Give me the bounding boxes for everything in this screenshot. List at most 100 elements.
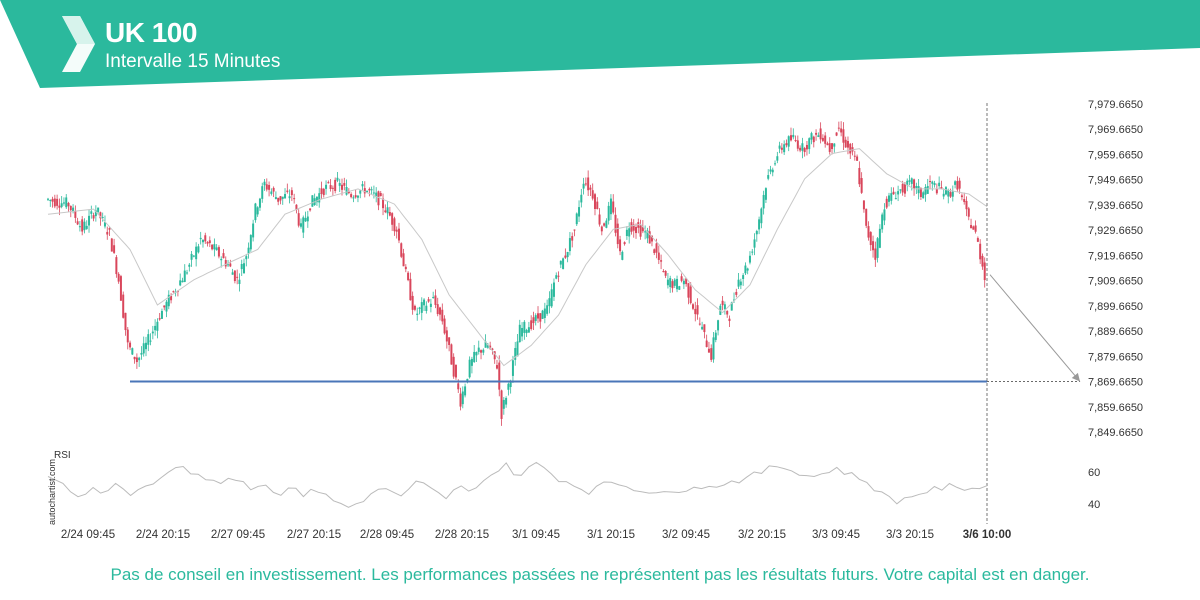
time-tick-label: 2/27 20:15 bbox=[287, 529, 341, 541]
candle-body bbox=[336, 177, 339, 181]
rsi-line bbox=[47, 461, 988, 508]
candle-body bbox=[151, 331, 154, 334]
candle-body bbox=[498, 362, 501, 390]
candle-body bbox=[461, 391, 464, 405]
candle-body bbox=[72, 207, 75, 212]
candle-body bbox=[101, 217, 104, 219]
candle-body bbox=[890, 193, 893, 201]
candle-body bbox=[272, 187, 275, 192]
candle-body bbox=[584, 183, 587, 185]
candle-body bbox=[83, 221, 86, 231]
candle-body bbox=[145, 342, 148, 350]
candle-body bbox=[849, 143, 852, 154]
candle-body bbox=[270, 191, 273, 194]
candle-body bbox=[744, 265, 747, 274]
candle-body bbox=[85, 225, 88, 229]
candle-body bbox=[614, 214, 617, 233]
candle-body bbox=[409, 278, 412, 301]
candle-body bbox=[331, 187, 334, 189]
candle-body bbox=[368, 188, 371, 191]
candle-body bbox=[397, 228, 400, 241]
candle-body bbox=[903, 184, 906, 194]
candle-body bbox=[619, 239, 622, 252]
candle-body bbox=[427, 299, 430, 302]
candle-body bbox=[776, 156, 779, 161]
rsi-tick-label: 60 bbox=[1088, 467, 1100, 479]
candle-body bbox=[894, 198, 897, 200]
candle-body bbox=[917, 186, 920, 194]
candle-body bbox=[309, 208, 312, 211]
candle-body bbox=[555, 275, 558, 279]
candle-body bbox=[974, 225, 977, 232]
candle-body bbox=[858, 167, 861, 185]
candle-body bbox=[466, 378, 469, 382]
candle-body bbox=[801, 143, 804, 151]
watermark-text: autochartist.com bbox=[47, 459, 57, 525]
candle-body bbox=[514, 348, 517, 360]
candle-body bbox=[425, 305, 428, 311]
candle-body bbox=[792, 134, 795, 138]
candle-body bbox=[603, 223, 606, 226]
candle-body bbox=[844, 139, 847, 148]
candle-body bbox=[566, 251, 569, 258]
price-tick-label: 7,979.6650 bbox=[1088, 99, 1143, 111]
candle-body bbox=[774, 163, 777, 165]
candle-body bbox=[115, 257, 118, 275]
candle-body bbox=[548, 298, 551, 307]
candle-body bbox=[281, 196, 284, 199]
candle-body bbox=[231, 272, 234, 275]
candle-body bbox=[197, 246, 200, 253]
candle-body bbox=[678, 286, 681, 290]
candle-body bbox=[88, 215, 91, 226]
candle-body bbox=[721, 300, 724, 306]
candle-body bbox=[867, 226, 870, 238]
candle-body bbox=[965, 200, 968, 210]
price-tick-label: 7,929.6650 bbox=[1088, 225, 1143, 237]
price-tick-label: 7,949.6650 bbox=[1088, 175, 1143, 187]
candle-body bbox=[623, 242, 626, 245]
candle-body bbox=[885, 198, 888, 208]
candle-body bbox=[899, 189, 902, 191]
candle-body bbox=[979, 243, 982, 260]
candle-body bbox=[60, 203, 63, 207]
candle-body bbox=[778, 145, 781, 149]
candle-body bbox=[605, 220, 608, 228]
candle-body bbox=[432, 296, 435, 298]
candle-body bbox=[361, 184, 364, 187]
candle-body bbox=[730, 302, 733, 311]
candle-body bbox=[910, 178, 913, 184]
candle-body bbox=[589, 187, 592, 190]
candle-body bbox=[687, 283, 690, 298]
candle-body bbox=[484, 341, 487, 348]
candle-body bbox=[359, 190, 362, 194]
candle-body bbox=[673, 279, 676, 286]
candle-body bbox=[227, 264, 230, 266]
candle-body bbox=[206, 242, 209, 244]
candle-body bbox=[913, 179, 916, 190]
candle-body bbox=[179, 280, 182, 286]
price-tick-label: 7,869.6650 bbox=[1088, 377, 1143, 389]
price-tick-label: 7,959.6650 bbox=[1088, 149, 1143, 161]
candle-body bbox=[783, 144, 786, 153]
candle-body bbox=[290, 190, 293, 196]
candle-body bbox=[347, 191, 350, 194]
candles-layer bbox=[47, 121, 986, 426]
candle-body bbox=[370, 189, 373, 191]
candle-body bbox=[375, 192, 378, 197]
candle-body bbox=[418, 307, 421, 309]
candle-body bbox=[284, 193, 287, 199]
candle-body bbox=[277, 197, 280, 202]
candle-body bbox=[819, 128, 822, 140]
candle-body bbox=[746, 268, 749, 271]
candle-body bbox=[195, 246, 198, 260]
candle-body bbox=[573, 229, 576, 231]
candle-body bbox=[764, 188, 767, 200]
candle-body bbox=[726, 311, 729, 315]
time-axis: 2/24 09:45 2/24 20:15 2/27 09:45 2/27 20:15… bbox=[61, 529, 934, 541]
candle-body bbox=[108, 228, 111, 230]
candle-body bbox=[156, 321, 159, 331]
candle-body bbox=[671, 281, 674, 289]
candle-body bbox=[596, 201, 599, 210]
candle-body bbox=[338, 183, 341, 186]
candle-body bbox=[815, 132, 818, 135]
